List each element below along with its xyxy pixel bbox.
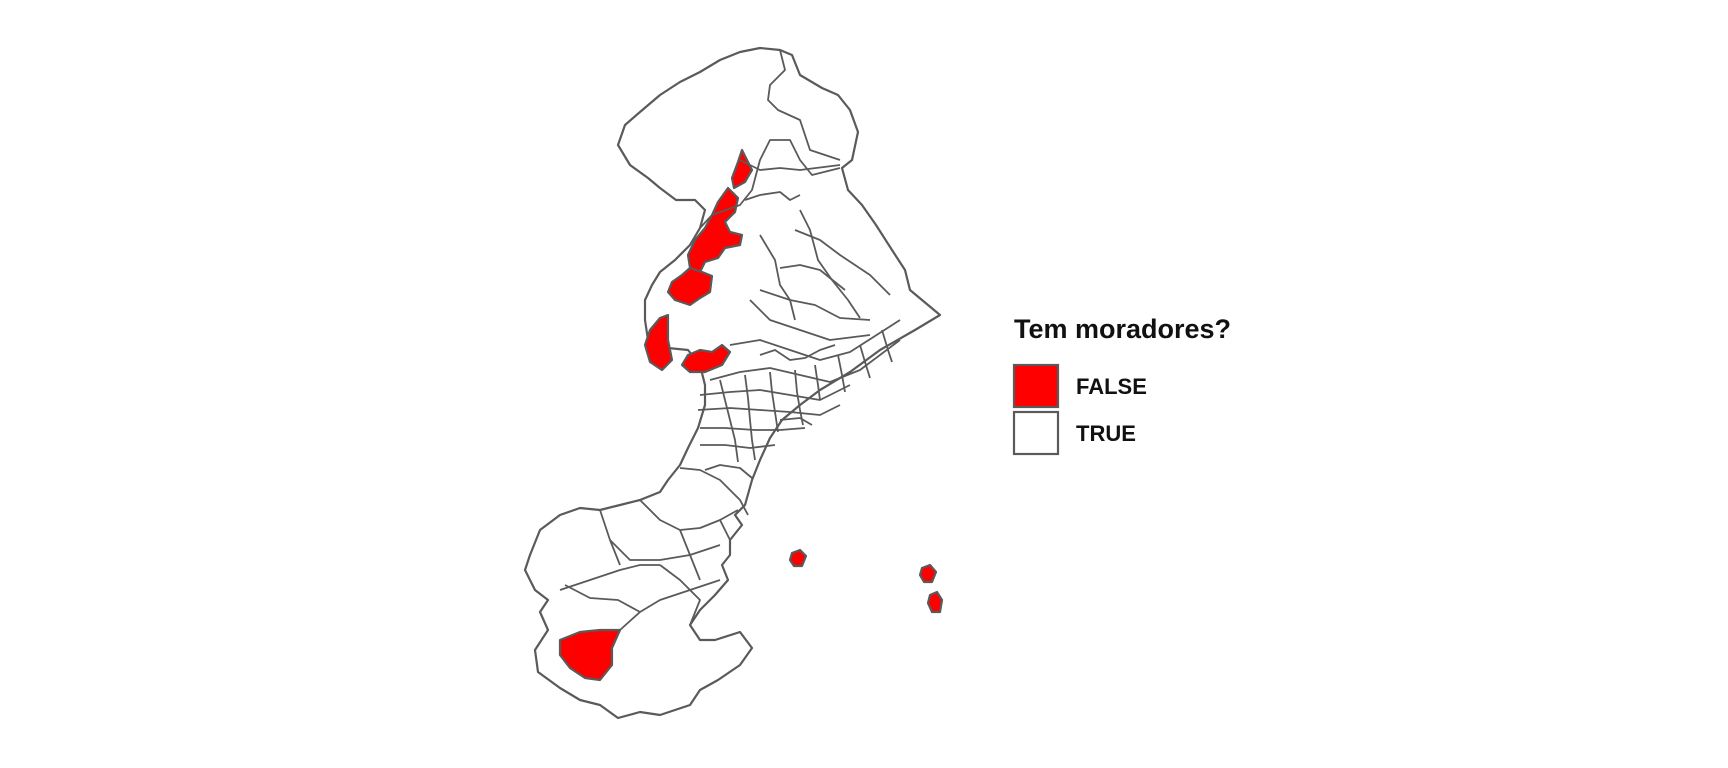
tract-false-west-inlet	[680, 343, 732, 374]
tract-north-outline	[523, 46, 942, 720]
map-area	[523, 46, 944, 720]
tract-false-islet-3	[926, 590, 944, 614]
tract-false-islet-1	[788, 548, 808, 568]
legend-label-false: FALSE	[1076, 374, 1147, 399]
tract-boundaries	[559, 49, 901, 631]
legend-item-true: TRUE	[1012, 410, 1136, 456]
tract-false-north-2	[666, 266, 714, 307]
legend-swatch-true	[1012, 410, 1060, 456]
tract-false-islet-2	[918, 563, 938, 584]
tract-false-south	[558, 628, 622, 682]
tract-false-ne-sliver	[730, 148, 754, 190]
legend-title: Tem moradores?	[1014, 314, 1231, 344]
legend-item-false: FALSE	[1012, 363, 1147, 409]
legend-swatch-false	[1012, 363, 1060, 409]
legend: Tem moradores? FALSE TRUE	[1012, 314, 1231, 456]
legend-label-true: TRUE	[1076, 421, 1136, 446]
tract-false-west-coast	[643, 313, 674, 372]
